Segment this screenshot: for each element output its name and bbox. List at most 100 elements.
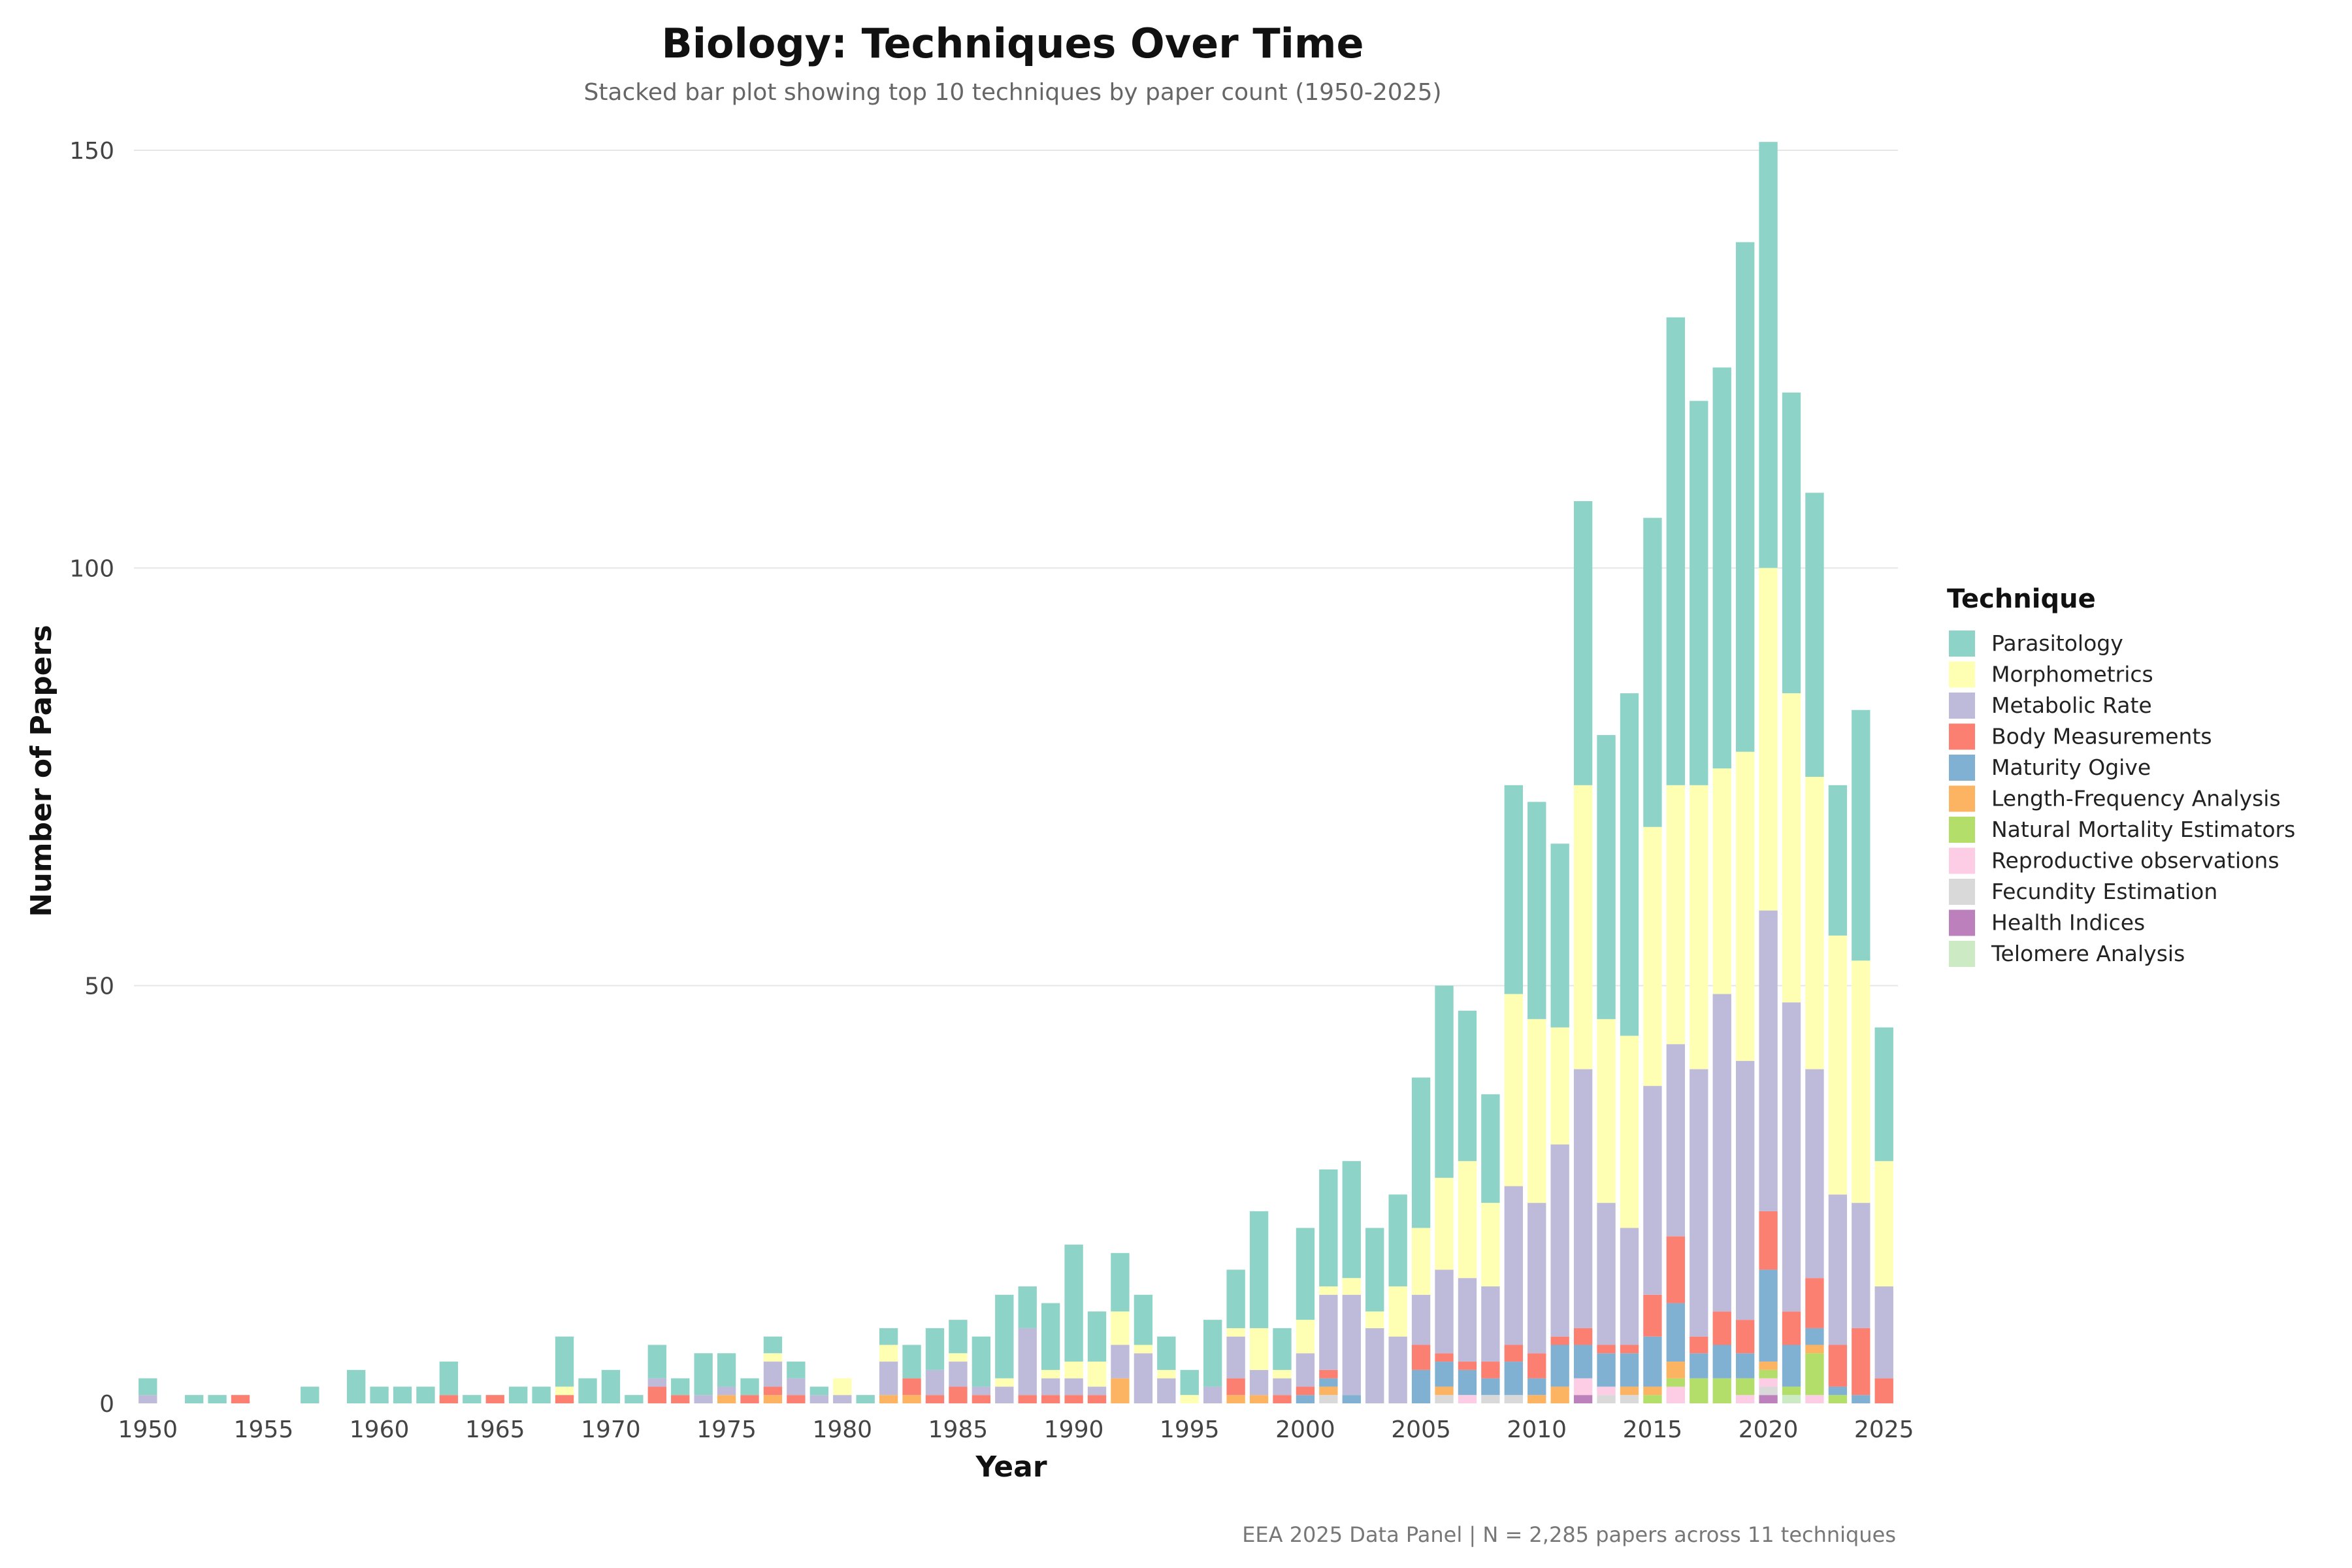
x-tick-label: 2025 <box>1854 1416 1914 1443</box>
bar-segment <box>763 1362 783 1387</box>
bar-segment <box>1550 1027 1569 1145</box>
bar-segment <box>1573 1395 1593 1403</box>
bar-segment <box>1411 1294 1431 1345</box>
y-axis-ticks: 0 50 100 150 <box>69 138 114 1418</box>
bar-segment <box>856 1395 875 1403</box>
bar-segment <box>370 1386 389 1403</box>
bar-segment <box>1134 1345 1153 1354</box>
legend-label: Telomere Analysis <box>1991 941 2185 966</box>
bar-segment <box>1550 1336 1569 1345</box>
bar-segment <box>1226 1395 1245 1403</box>
bar-segment <box>1805 1328 1824 1345</box>
bar-segment <box>1388 1286 1407 1337</box>
bar-segment <box>1388 1194 1407 1286</box>
bar-segment <box>1342 1395 1361 1403</box>
bar-segment <box>1319 1286 1338 1295</box>
bar-segment <box>1273 1369 1292 1379</box>
bar-segment <box>763 1336 783 1354</box>
x-axis-ticks: 1950 1955 1960 1965 1970 1975 1980 1985 1990 1995… <box>118 1416 1914 1443</box>
bar-segment <box>1805 493 1824 777</box>
bar-segment <box>1504 994 1523 1186</box>
bar-segment <box>671 1378 690 1396</box>
x-tick-label: 2010 <box>1507 1416 1567 1443</box>
bar-segment <box>1527 1395 1546 1403</box>
bar-segment <box>972 1386 991 1396</box>
bar-segment <box>879 1328 898 1345</box>
bar-segment <box>1690 1336 1708 1354</box>
bar-segment <box>1296 1353 1315 1387</box>
bar-segment <box>1157 1336 1176 1370</box>
bar-segment <box>1203 1386 1222 1403</box>
bar-segment <box>555 1386 574 1396</box>
bar-segment <box>625 1395 644 1403</box>
bar-segment <box>1620 1353 1639 1387</box>
bar-segment <box>1249 1395 1269 1403</box>
bar-segment <box>1852 960 1870 1203</box>
x-tick-label: 2005 <box>1391 1416 1451 1443</box>
bar-segment <box>532 1386 551 1403</box>
bar-segment <box>439 1395 459 1403</box>
bar-segment <box>1620 1228 1639 1345</box>
bar-segment <box>301 1386 319 1403</box>
bar-segment <box>1643 826 1662 1086</box>
y-axis-title: Number of Papers <box>25 625 58 917</box>
bar-segment <box>1735 1060 1755 1320</box>
bar-segment <box>995 1378 1014 1387</box>
bar-segment <box>1411 1077 1431 1228</box>
x-axis-title: Year <box>975 1450 1047 1484</box>
bar-segment <box>1805 1395 1824 1403</box>
bar-segment <box>1620 1395 1639 1403</box>
bar-segment <box>1064 1362 1083 1379</box>
legend-label: Length-Frequency Analysis <box>1991 786 2281 811</box>
bar-segment <box>1620 693 1639 1036</box>
bar-segment <box>1041 1369 1060 1379</box>
bar-segment <box>1759 1362 1778 1370</box>
bar-segment <box>995 1294 1014 1379</box>
x-tick-label: 1975 <box>696 1416 757 1443</box>
bar-segment <box>1527 1203 1546 1354</box>
bar-segment <box>208 1395 227 1403</box>
bar-segment <box>1064 1378 1083 1396</box>
bar-segment <box>647 1345 666 1379</box>
legend-label: Maturity Ogive <box>1991 755 2151 780</box>
bar-segment <box>694 1395 713 1403</box>
bar-segment <box>1643 1386 1662 1396</box>
bar-segment <box>1573 501 1593 785</box>
legend-swatch <box>1949 909 1975 936</box>
x-tick-label: 1960 <box>350 1416 410 1443</box>
bar-segment <box>902 1395 921 1403</box>
bar-segment <box>1180 1395 1199 1403</box>
bar-segment <box>1273 1378 1292 1396</box>
bar-segment <box>1690 1378 1708 1403</box>
bar-segment <box>1087 1362 1107 1387</box>
bar-segment <box>1643 517 1662 827</box>
bar-segment <box>972 1395 991 1403</box>
y-tick-label: 50 <box>84 973 114 1000</box>
bar-segment <box>231 1395 250 1403</box>
bar-segment <box>833 1378 852 1396</box>
bar-segment <box>1411 1369 1431 1403</box>
bar-segment <box>1296 1228 1315 1320</box>
bar-segment <box>1550 1386 1569 1403</box>
bar-segment <box>1157 1378 1176 1403</box>
bar-segment <box>1527 1019 1546 1203</box>
bar-segment <box>1573 1378 1593 1396</box>
bar-segment <box>717 1395 736 1403</box>
legend-label: Morphometrics <box>1991 662 2153 687</box>
bar-segment <box>1087 1395 1107 1403</box>
bar-segment <box>1435 985 1454 1178</box>
legend-swatch <box>1949 755 1975 781</box>
bar-segment <box>1712 768 1731 994</box>
bar-segment <box>1573 785 1593 1070</box>
x-tick-label: 2020 <box>1739 1416 1799 1443</box>
bar-segment <box>1874 1286 1893 1379</box>
bar-segment <box>1666 1378 1686 1387</box>
bar-segment <box>1319 1169 1338 1286</box>
bar-segment <box>1828 1386 1848 1396</box>
bar-segment <box>1226 1269 1245 1328</box>
bar-segment <box>1018 1395 1037 1403</box>
bar-segment <box>1550 1144 1569 1337</box>
bar-segment <box>879 1395 898 1403</box>
bar-segment <box>1041 1378 1060 1396</box>
